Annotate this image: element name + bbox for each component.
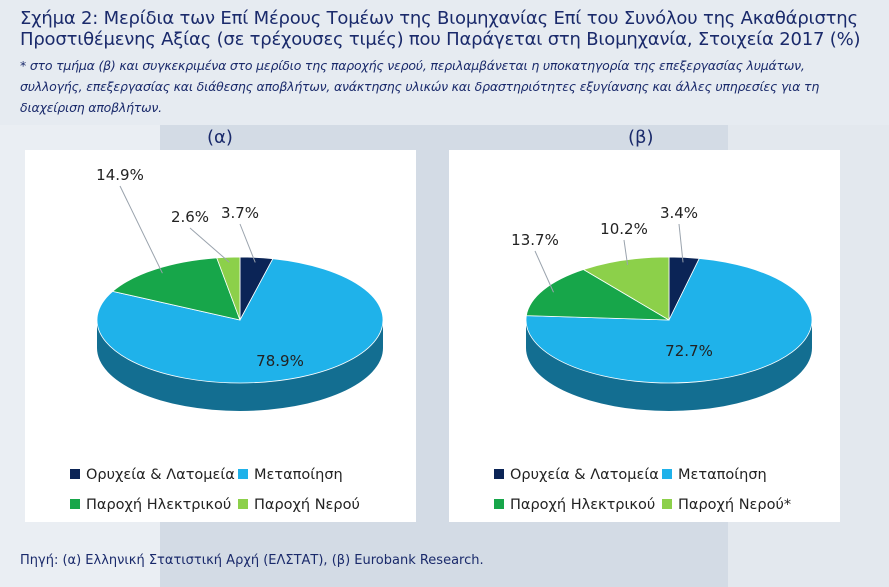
- legend-swatch: [238, 499, 248, 509]
- legend-item-water: Παροχή Νερού*: [662, 497, 791, 513]
- legend-item-manufacturing: Μεταποίηση: [662, 467, 767, 483]
- leader-line: [189, 227, 230, 263]
- legend-swatch: [494, 469, 504, 479]
- source-note: Πηγή: (α) Ελληνική Στατιστική Αρχή (ΕΛΣΤ…: [20, 553, 484, 568]
- legend-item-electricity: Παροχή Ηλεκτρικού: [70, 497, 231, 513]
- pie-chart-a: 3.7% 78.9% 14.9% 2.6%: [96, 166, 384, 411]
- chart-card-b: 3.4% 72.7% 13.7% 10.2% Ορυχεία & Λατομεία Μ…: [449, 150, 840, 522]
- legend-swatch: [238, 469, 248, 479]
- pie-slice-electricity: [525, 269, 670, 321]
- header: Σχήμα 2: Μερίδια των Επί Μέρους Τομέων τ…: [0, 0, 889, 125]
- data-label-electricity: 13.7%: [511, 231, 559, 249]
- legend-swatch: [662, 499, 672, 509]
- panel-label-a: (α): [207, 127, 233, 148]
- panel-label-b: (β): [628, 127, 654, 148]
- legend-item-water: Παροχή Νερού: [238, 497, 360, 513]
- chart-card-a: 3.7% 78.9% 14.9% 2.6% Ορυχεία & Λατομεία Με…: [25, 150, 416, 522]
- legend-swatch: [662, 469, 672, 479]
- pie-slice-manufacturing: [525, 258, 813, 384]
- legend-item-mining: Ορυχεία & Λατομεία: [70, 467, 235, 483]
- data-label-manufacturing: 72.7%: [665, 342, 713, 360]
- data-label-water: 2.6%: [171, 208, 209, 226]
- data-label-mining: 3.4%: [660, 204, 698, 222]
- data-label-mining: 3.7%: [221, 204, 259, 222]
- figure-title: Σχήμα 2: Μερίδια των Επί Μέρους Τομέων τ…: [20, 8, 861, 50]
- data-label-manufacturing: 78.9%: [256, 352, 304, 370]
- pie-side-wall: [526, 320, 812, 411]
- pie-slice-water: [216, 256, 241, 321]
- figure-note: * στο τμήμα (β) και συγκεκριμένα στο μερ…: [20, 58, 820, 115]
- legend-item-manufacturing: Μεταποίηση: [238, 467, 343, 483]
- pie-slice-electricity: [111, 257, 241, 321]
- data-label-water: 10.2%: [600, 220, 648, 238]
- legend-item-electricity: Παροχή Ηλεκτρικού: [494, 497, 655, 513]
- pie-slice-manufacturing: [96, 258, 384, 384]
- pie-side-wall: [97, 320, 383, 411]
- leader-line: [534, 250, 554, 293]
- pie-slice-water: [582, 256, 670, 321]
- legend-swatch: [70, 499, 80, 509]
- legend-swatch: [70, 469, 80, 479]
- legend-swatch: [494, 499, 504, 509]
- leader-line: [623, 239, 629, 266]
- legend-item-mining: Ορυχεία & Λατομεία: [494, 467, 659, 483]
- pie-chart-b: 3.4% 72.7% 13.7% 10.2%: [511, 204, 813, 411]
- leader-line: [119, 185, 163, 274]
- data-label-electricity: 14.9%: [96, 166, 144, 184]
- leader-line: [678, 223, 684, 263]
- leader-line: [239, 223, 256, 263]
